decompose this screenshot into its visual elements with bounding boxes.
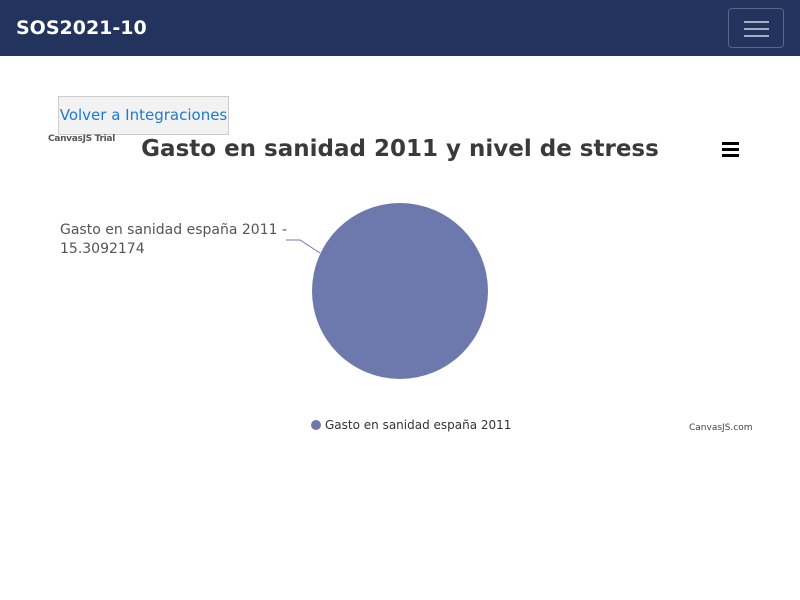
- brand-title[interactable]: SOS2021-10: [16, 17, 147, 39]
- chart-legend[interactable]: Gasto en sanidad españa 2011: [311, 417, 511, 433]
- chart-title: Gasto en sanidad 2011 y nivel de stress: [141, 136, 659, 162]
- hamburger-icon-bar: [744, 35, 769, 37]
- navbar-toggler-button[interactable]: [728, 8, 784, 48]
- pie-slice[interactable]: [312, 203, 488, 379]
- legend-marker: [311, 420, 321, 430]
- pie-slices: [312, 203, 488, 379]
- hamburger-icon: [744, 21, 769, 23]
- index-label-connector: [286, 239, 321, 254]
- legend-item-label[interactable]: Gasto en sanidad españa 2011: [325, 418, 512, 432]
- chart-credit-link[interactable]: CanvasJS.com: [689, 423, 753, 433]
- chart-watermark: CanvasJS Trial: [48, 134, 115, 144]
- navbar: SOS2021-10: [0, 0, 800, 56]
- hamburger-icon-bar: [744, 28, 769, 30]
- back-to-integrations-button[interactable]: Volver a Integraciones: [58, 96, 229, 135]
- pie-index-label: Gasto en sanidad españa 2011 - 15.309217…: [60, 222, 288, 257]
- chart-menu-icon[interactable]: [722, 142, 739, 157]
